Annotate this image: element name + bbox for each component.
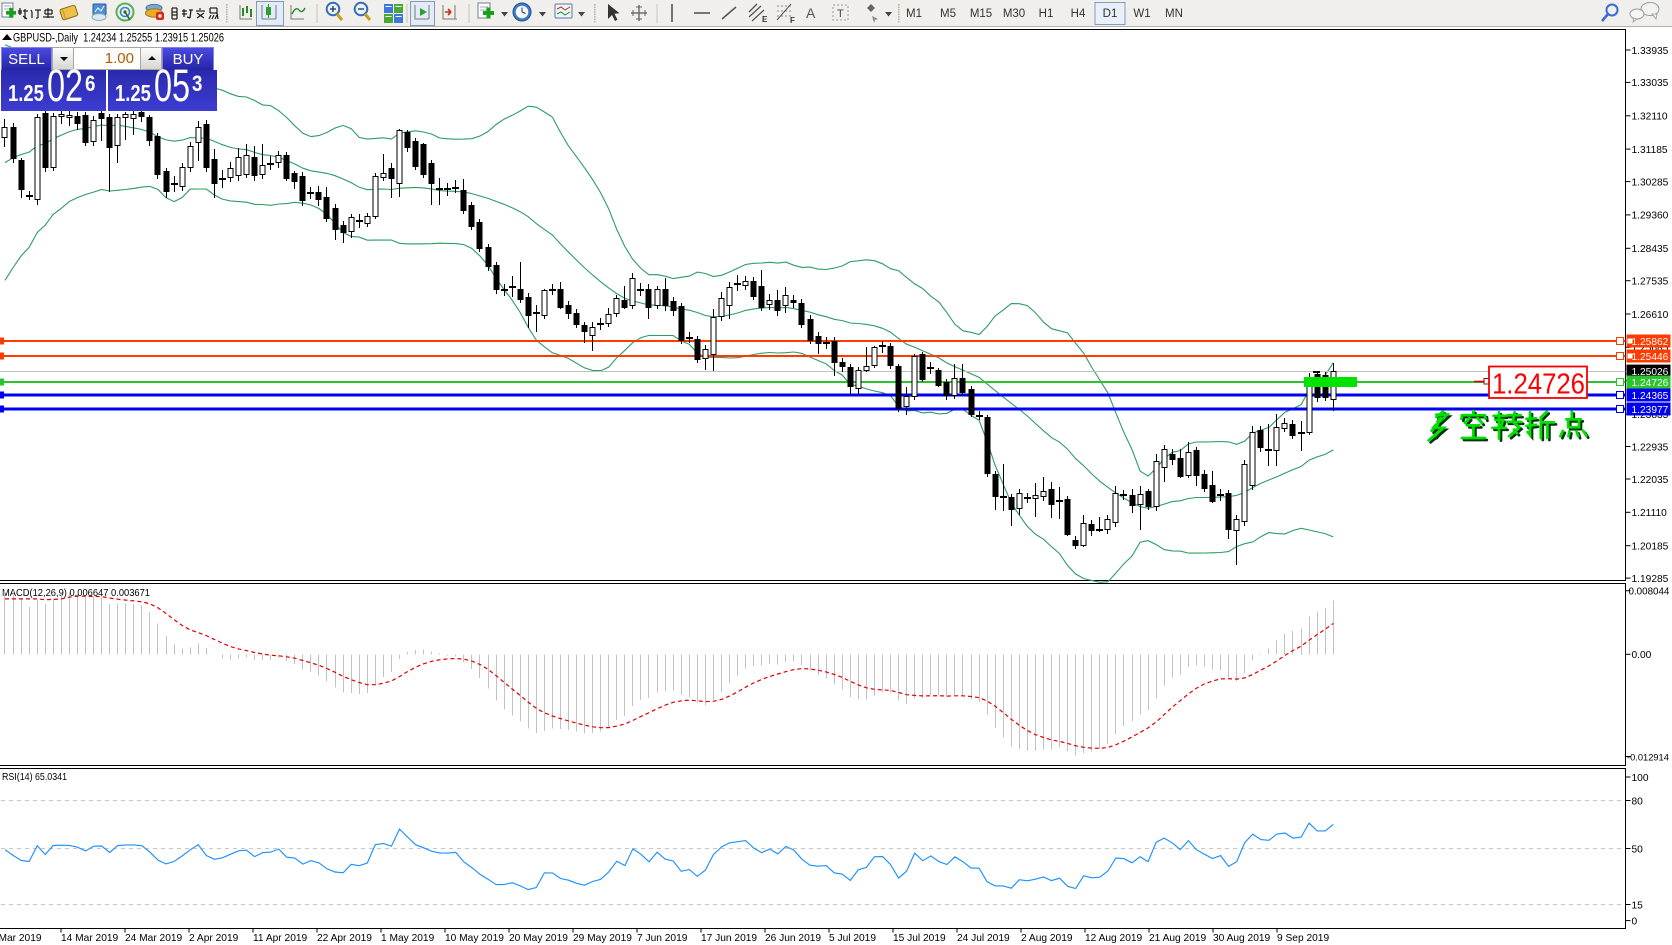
svg-text:26 Jun 2019: 26 Jun 2019 [765, 933, 821, 944]
svg-text:0.008044: 0.008044 [1629, 587, 1670, 598]
svg-text:H1: H1 [1039, 8, 1054, 20]
svg-text:24 Jul 2019: 24 Jul 2019 [957, 933, 1010, 944]
svg-text:1.27535: 1.27535 [1632, 277, 1669, 288]
svg-text:1.25685: 1.25685 [1632, 343, 1669, 354]
svg-text:RSI(14) 65.0341: RSI(14) 65.0341 [2, 772, 67, 783]
svg-text:1.21110: 1.21110 [1632, 508, 1668, 519]
svg-text:MN: MN [1165, 8, 1183, 20]
svg-text:1.25026: 1.25026 [1632, 367, 1669, 378]
svg-text:21 Aug 2019: 21 Aug 2019 [1149, 933, 1207, 944]
svg-text:80: 80 [1632, 796, 1644, 807]
svg-text:1.32110: 1.32110 [1632, 112, 1668, 123]
svg-text:1.22035: 1.22035 [1632, 475, 1669, 486]
svg-text:1.33935: 1.33935 [1632, 46, 1669, 57]
svg-text:1.26610: 1.26610 [1632, 310, 1669, 321]
svg-text:1.29360: 1.29360 [1632, 211, 1669, 222]
svg-text:M15: M15 [970, 8, 992, 20]
svg-text:10 May 2019: 10 May 2019 [445, 933, 504, 944]
svg-text:1.25446: 1.25446 [1632, 352, 1669, 363]
svg-text:0: 0 [1632, 916, 1638, 927]
svg-text:1.30285: 1.30285 [1632, 177, 1669, 188]
svg-text:1.23977: 1.23977 [1632, 405, 1669, 416]
svg-text:E: E [762, 15, 768, 24]
svg-text:-0.012914: -0.012914 [1627, 752, 1669, 762]
svg-text:30 Aug 2019: 30 Aug 2019 [1213, 933, 1271, 944]
svg-text:A: A [806, 5, 816, 21]
svg-text:1.25862: 1.25862 [1632, 337, 1669, 348]
svg-text:1.20185: 1.20185 [1632, 542, 1669, 553]
svg-text:9 Sep 2019: 9 Sep 2019 [1277, 933, 1329, 944]
svg-text:29 May 2019: 29 May 2019 [573, 933, 632, 944]
svg-text:1.28435: 1.28435 [1632, 244, 1669, 255]
svg-text:0.00: 0.00 [1632, 650, 1652, 661]
svg-text:M1: M1 [906, 8, 922, 20]
svg-text:14 Mar 2019: 14 Mar 2019 [61, 933, 119, 944]
svg-text:11 Apr 2019: 11 Apr 2019 [253, 933, 308, 944]
svg-text:20 May 2019: 20 May 2019 [509, 933, 568, 944]
svg-text:F: F [790, 16, 795, 25]
svg-text:22 Apr 2019: 22 Apr 2019 [317, 933, 372, 944]
svg-text:5 Jul 2019: 5 Jul 2019 [829, 933, 876, 944]
svg-text:100: 100 [1632, 773, 1649, 784]
svg-text:5 Mar 2019: 5 Mar 2019 [0, 933, 42, 944]
svg-text:15 Jul 2019: 15 Jul 2019 [893, 933, 946, 944]
svg-text:H4: H4 [1071, 8, 1086, 20]
svg-text:1.19285: 1.19285 [1632, 574, 1669, 585]
svg-text:1.24726: 1.24726 [1492, 369, 1585, 401]
svg-text:12 Aug 2019: 12 Aug 2019 [1085, 933, 1143, 944]
svg-text:M30: M30 [1003, 8, 1025, 20]
svg-text:M5: M5 [940, 8, 956, 20]
svg-text:D1: D1 [1103, 8, 1118, 20]
svg-text:MACD(12,26,9) 0.006647 0.00367: MACD(12,26,9) 0.006647 0.003671 [2, 588, 150, 599]
svg-text:50: 50 [1632, 844, 1644, 855]
svg-text:15: 15 [1632, 900, 1644, 911]
svg-text:17 Jun 2019: 17 Jun 2019 [701, 933, 757, 944]
svg-text:W1: W1 [1133, 8, 1150, 20]
svg-text:7 Jun 2019: 7 Jun 2019 [637, 933, 688, 944]
svg-text:1.24726: 1.24726 [1632, 378, 1669, 389]
svg-text:1 May 2019: 1 May 2019 [381, 933, 435, 944]
svg-text:1.33035: 1.33035 [1632, 78, 1669, 89]
svg-text:T: T [837, 8, 844, 20]
svg-text:1.22935: 1.22935 [1632, 442, 1669, 453]
svg-text:24 Mar 2019: 24 Mar 2019 [125, 933, 183, 944]
svg-text:1.31185: 1.31185 [1632, 145, 1668, 156]
svg-text:2 Apr 2019: 2 Apr 2019 [189, 933, 239, 944]
svg-text:GBPUSD-,Daily 1.24234 1.25255: GBPUSD-,Daily 1.24234 1.25255 1.23915 1.… [13, 31, 224, 45]
svg-text:1.24365: 1.24365 [1632, 391, 1669, 402]
svg-text:2 Aug 2019: 2 Aug 2019 [1021, 933, 1073, 944]
